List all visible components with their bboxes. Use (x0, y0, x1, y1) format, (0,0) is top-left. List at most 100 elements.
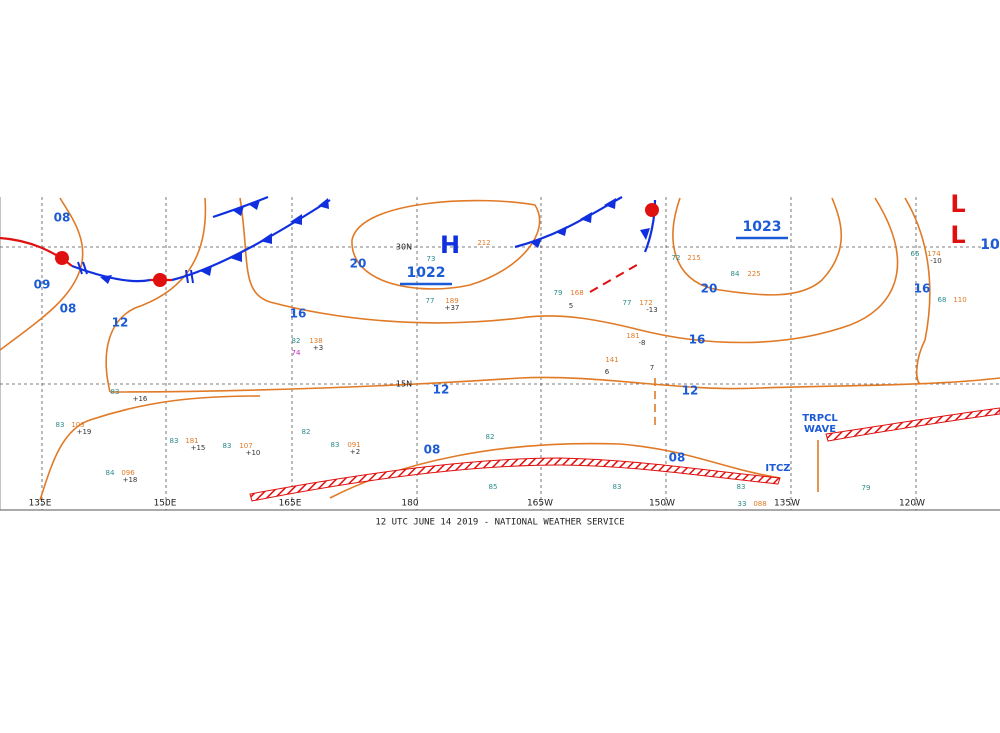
warm-front-symbol (55, 251, 69, 265)
station-value: 141 (605, 356, 618, 364)
graticule (0, 197, 1000, 510)
station-value: +18 (123, 476, 138, 484)
station-value: 181 (626, 332, 639, 340)
longitude-label: 180 (401, 499, 418, 509)
cold-front-triangles (232, 198, 650, 248)
station-value: 189 (445, 297, 458, 305)
longitude-label: 165W (527, 499, 553, 509)
station-value: 6 (605, 368, 610, 376)
station-value: 85 (489, 483, 498, 491)
station-value: -13 (646, 306, 657, 314)
longitude-label: 150W (649, 499, 675, 509)
front-break (77, 261, 194, 284)
station-value: 79 (554, 289, 563, 297)
station-value: 7 (650, 364, 654, 372)
latitude-label: 15N (396, 380, 412, 389)
station-value: 181 (185, 437, 198, 445)
isobar (109, 376, 1000, 393)
station-value: 168 (570, 289, 583, 297)
station-value: 33 (738, 500, 747, 508)
map-footer: 12 UTC JUNE 14 2019 - NATIONAL WEATHER S… (375, 518, 624, 528)
station-value: 225 (747, 270, 760, 278)
station-value: +3 (313, 344, 323, 352)
itcz-label: ITCZ (765, 463, 790, 474)
isobar-label: 08 (424, 443, 441, 457)
station-value: 83 (737, 483, 746, 491)
station-value: 212 (477, 239, 490, 247)
station-value: 83 (170, 437, 179, 445)
station-value: 77 (623, 299, 632, 307)
station-value: 091 (347, 441, 360, 449)
isobar-label: 08 (669, 451, 686, 465)
warm-front-symbol (645, 203, 659, 217)
station-value: 84 (106, 469, 115, 477)
station-value: 83 (111, 388, 120, 396)
station-value: 110 (953, 296, 966, 304)
station-value: 138 (309, 337, 322, 345)
isobar (239, 197, 899, 344)
central-pressure: 1023 (743, 219, 782, 235)
station-value: 174 (927, 250, 941, 258)
station-value: +10 (246, 449, 261, 457)
station-value: 103 (71, 421, 84, 429)
isobar-label: 16 (689, 333, 706, 347)
station-value: 82 (292, 337, 301, 345)
latitude-label: 30N (396, 243, 412, 252)
station-value: 77 (426, 297, 435, 305)
longitude-label: 165E (279, 499, 302, 509)
central-pressure: 10 (980, 237, 1000, 253)
isobar-label: 12 (433, 383, 450, 397)
station-value: 72 (672, 254, 681, 262)
station-value: 215 (687, 254, 700, 262)
isobar-label: 20 (350, 257, 367, 271)
isobar (39, 395, 261, 501)
isobar-label: 16 (290, 307, 307, 321)
isobar-label: 08 (54, 211, 71, 225)
station-value: +37 (445, 304, 460, 312)
station-value: 68 (938, 296, 947, 304)
station-value: +16 (133, 395, 148, 403)
tropical-wave-label: TRPCL (802, 413, 838, 424)
station-value: 82 (486, 433, 495, 441)
isobar-label: 08 (60, 302, 77, 316)
longitude-label: 135E (29, 499, 52, 509)
isobar-label: 09 (34, 278, 51, 292)
station-value: 79 (862, 484, 871, 492)
station-value: -8 (639, 339, 646, 347)
longitude-label: 150E (154, 499, 177, 509)
station-value: +15 (191, 444, 206, 452)
isobar (672, 197, 843, 296)
pressure-center-symbol: L (950, 221, 965, 249)
itcz-band (249, 457, 781, 502)
isobar-label: 12 (112, 316, 129, 330)
station-value: 74 (292, 349, 301, 357)
isobar-label: 16 (914, 282, 931, 296)
pressure-center-symbol: H (440, 231, 460, 259)
station-value: 73 (427, 255, 436, 263)
station-value: 66 (911, 250, 920, 258)
trough (589, 261, 643, 293)
longitude-label: 135W (774, 499, 800, 509)
cold-front (212, 195, 269, 219)
station-value: 107 (239, 442, 252, 450)
isobar-label: 12 (682, 384, 699, 398)
station-value: +2 (350, 448, 360, 456)
station-value: 83 (223, 442, 232, 450)
station-value: -10 (930, 257, 941, 265)
cold-front (171, 199, 331, 282)
station-value: +19 (77, 428, 92, 436)
station-value: 83 (331, 441, 340, 449)
warm-front-symbol (153, 273, 167, 287)
station-value: 83 (613, 483, 622, 491)
isobar (105, 197, 207, 393)
station-value: 84 (731, 270, 740, 278)
cold-front (71, 264, 151, 283)
tropical-wave-label: WAVE (804, 424, 836, 435)
fronts (0, 195, 659, 293)
pressure-center-symbol: L (950, 190, 965, 218)
station-value: 088 (753, 500, 766, 508)
station-value: 83 (56, 421, 65, 429)
